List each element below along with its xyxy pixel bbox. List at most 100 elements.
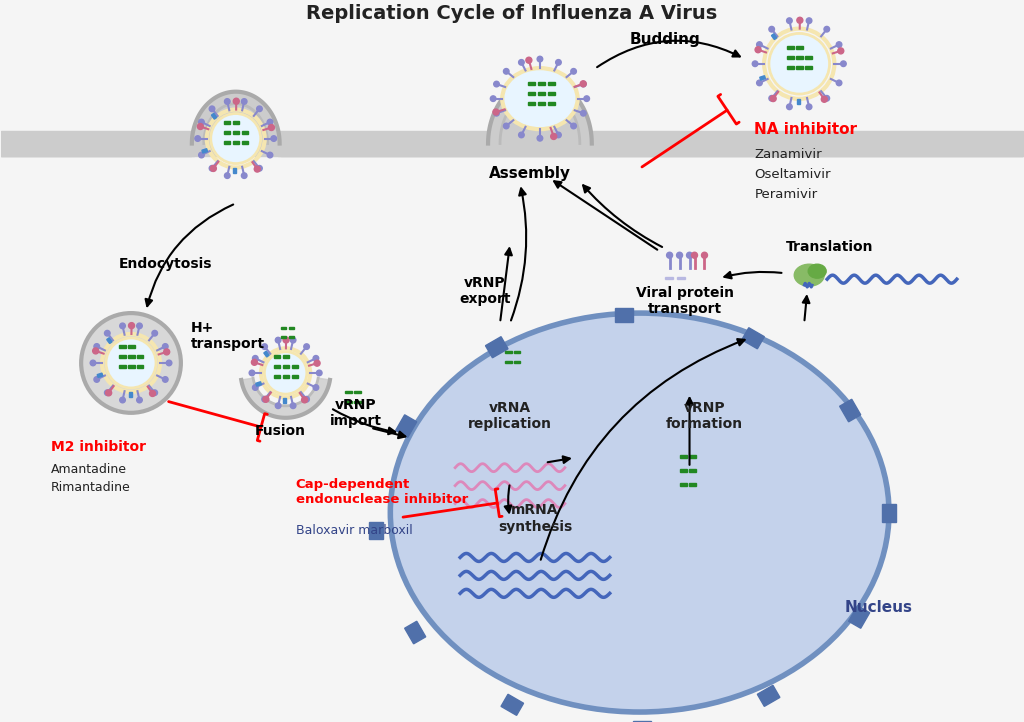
Circle shape xyxy=(821,96,827,103)
Circle shape xyxy=(581,82,586,87)
Bar xyxy=(137,355,143,358)
Circle shape xyxy=(677,252,683,258)
Circle shape xyxy=(667,252,673,258)
Bar xyxy=(501,695,523,716)
Bar xyxy=(283,355,289,358)
Text: Oseltamivir: Oseltamivir xyxy=(755,168,830,181)
Bar xyxy=(528,82,535,84)
Bar xyxy=(345,401,352,403)
Circle shape xyxy=(786,18,793,23)
Bar xyxy=(548,82,555,84)
Bar xyxy=(688,469,695,471)
Circle shape xyxy=(263,396,269,402)
Bar xyxy=(211,113,217,119)
Bar xyxy=(882,503,896,521)
Bar xyxy=(273,355,281,358)
Bar xyxy=(137,365,143,368)
Bar xyxy=(1,138,1023,149)
Circle shape xyxy=(254,166,260,172)
Bar xyxy=(370,521,383,539)
Circle shape xyxy=(198,123,204,129)
Circle shape xyxy=(841,61,846,66)
Circle shape xyxy=(769,95,774,101)
Bar xyxy=(128,355,134,358)
Bar xyxy=(528,92,535,95)
Circle shape xyxy=(526,57,531,64)
Bar xyxy=(688,483,695,486)
Circle shape xyxy=(166,360,172,366)
Bar xyxy=(485,336,508,358)
Circle shape xyxy=(283,337,289,343)
Bar xyxy=(760,76,765,80)
Circle shape xyxy=(257,165,262,171)
Circle shape xyxy=(253,355,258,361)
Bar xyxy=(805,56,812,58)
Circle shape xyxy=(242,99,247,104)
Bar xyxy=(633,721,650,722)
Circle shape xyxy=(786,104,793,110)
Circle shape xyxy=(242,173,247,178)
Circle shape xyxy=(837,80,842,86)
Circle shape xyxy=(538,56,543,62)
Bar xyxy=(741,328,764,349)
Circle shape xyxy=(94,344,99,349)
Bar xyxy=(805,66,812,69)
Ellipse shape xyxy=(795,264,824,286)
Circle shape xyxy=(302,397,307,403)
Circle shape xyxy=(275,403,281,409)
Bar xyxy=(289,327,294,329)
Bar xyxy=(505,351,512,353)
Text: Endocytosis: Endocytosis xyxy=(119,257,213,271)
Circle shape xyxy=(275,337,281,343)
Ellipse shape xyxy=(808,264,826,278)
Bar xyxy=(273,365,281,368)
Circle shape xyxy=(797,17,803,23)
Text: vRNA
replication: vRNA replication xyxy=(468,401,552,431)
Bar xyxy=(283,398,286,403)
Text: M2 inhibitor: M2 inhibitor xyxy=(51,440,146,453)
Circle shape xyxy=(267,152,272,158)
Circle shape xyxy=(770,35,828,92)
Bar xyxy=(614,308,633,322)
Bar xyxy=(354,401,360,403)
Bar xyxy=(202,149,208,153)
Circle shape xyxy=(233,98,240,104)
Circle shape xyxy=(209,106,215,112)
Circle shape xyxy=(120,397,125,403)
Text: Cap-dependent
endonuclease inhibitor: Cap-dependent endonuclease inhibitor xyxy=(296,477,468,505)
Bar xyxy=(797,99,800,104)
Polygon shape xyxy=(488,79,592,144)
Circle shape xyxy=(195,136,201,142)
Bar xyxy=(797,56,803,58)
Bar xyxy=(758,685,780,706)
Circle shape xyxy=(93,348,98,354)
Text: H+
transport: H+ transport xyxy=(190,321,265,351)
Bar xyxy=(404,621,426,644)
Ellipse shape xyxy=(390,313,889,712)
Circle shape xyxy=(824,27,829,32)
Circle shape xyxy=(570,69,577,74)
Circle shape xyxy=(757,80,762,86)
Circle shape xyxy=(584,96,590,102)
Circle shape xyxy=(490,96,496,102)
Circle shape xyxy=(769,27,774,32)
Bar xyxy=(680,455,686,458)
Circle shape xyxy=(290,337,296,343)
Bar xyxy=(688,455,695,458)
Text: Baloxavir marboxil: Baloxavir marboxil xyxy=(296,524,413,537)
Text: Peramivir: Peramivir xyxy=(755,188,817,201)
Text: Fusion: Fusion xyxy=(255,424,306,438)
Circle shape xyxy=(252,360,257,365)
Circle shape xyxy=(224,173,230,178)
Bar xyxy=(242,131,248,134)
Circle shape xyxy=(518,59,524,65)
Circle shape xyxy=(824,95,829,101)
Bar xyxy=(273,375,281,378)
Text: Translation: Translation xyxy=(785,240,872,254)
Circle shape xyxy=(224,99,230,104)
Circle shape xyxy=(518,132,524,138)
Bar xyxy=(224,141,230,144)
Circle shape xyxy=(104,331,111,336)
Bar xyxy=(283,365,289,368)
Bar xyxy=(224,131,230,134)
